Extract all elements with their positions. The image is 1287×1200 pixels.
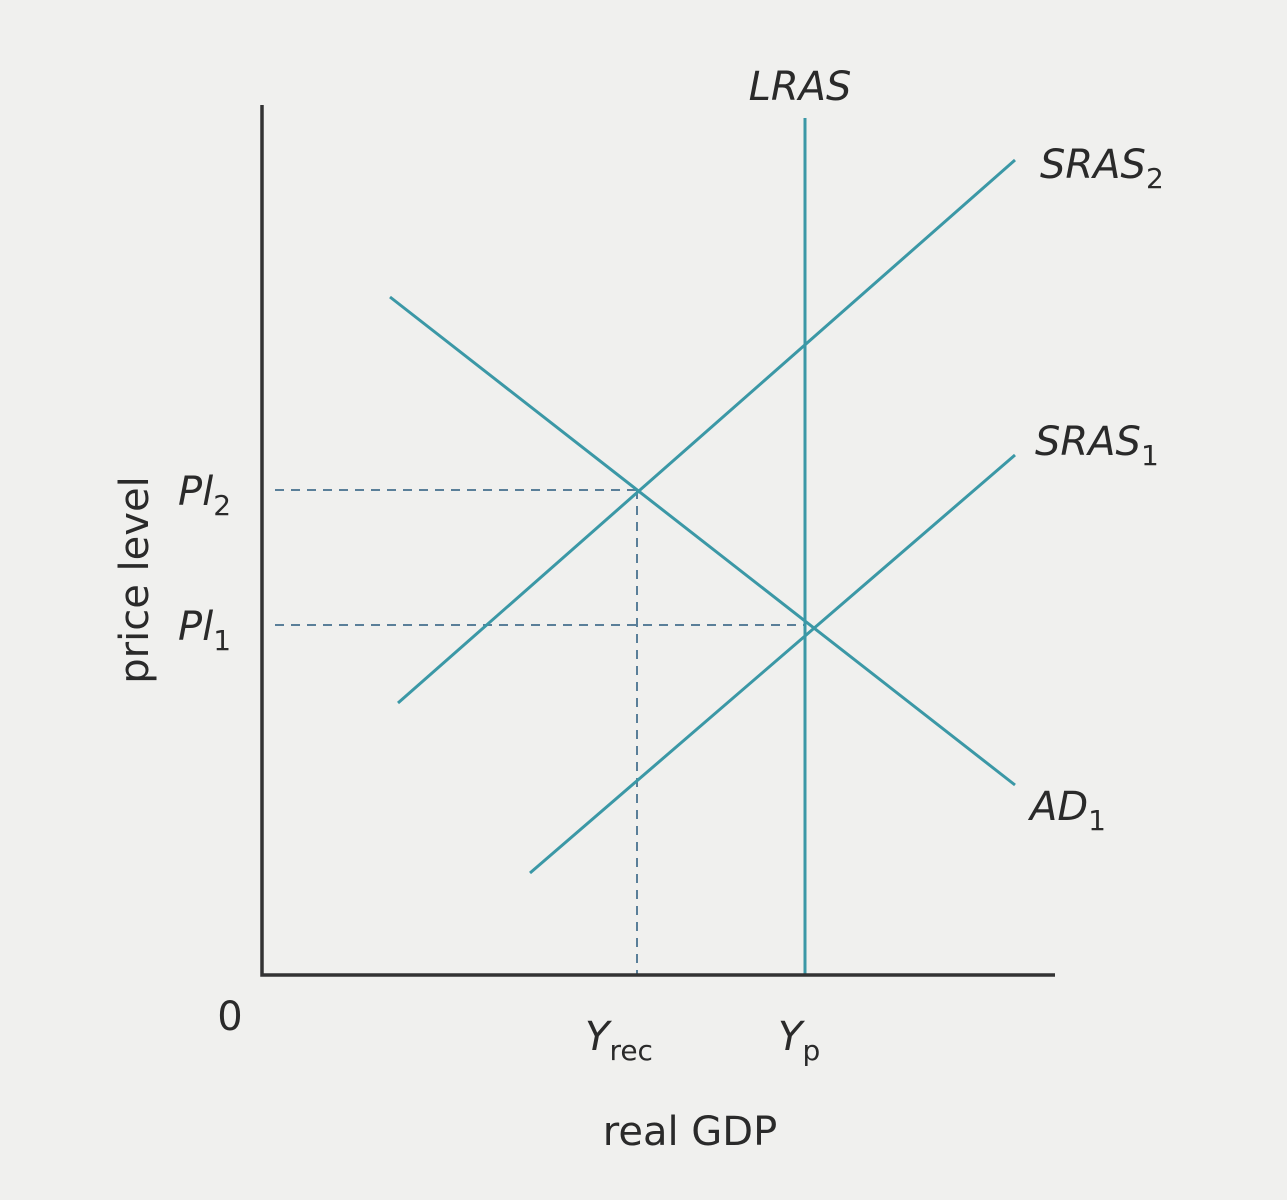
label-part: 1	[1088, 804, 1106, 837]
label-part: SRAS	[1040, 142, 1146, 188]
curve-label: AD1	[1027, 784, 1106, 837]
label-part: SRAS	[1035, 419, 1141, 465]
label-part: Pl	[178, 469, 213, 515]
ad1-line	[389, 295, 1016, 787]
output-label: Yp	[778, 1014, 820, 1067]
label-part: rec	[609, 1034, 653, 1067]
sras2-line	[397, 158, 1016, 705]
label-part: 1	[213, 624, 231, 657]
y-axis-label: price level	[112, 476, 158, 683]
price-level-label: Pl2	[178, 469, 231, 522]
curve-label: SRAS2	[1040, 142, 1164, 195]
label-part: Pl	[178, 604, 213, 650]
label-part: 1	[1141, 439, 1159, 472]
sras1-line	[529, 453, 1016, 875]
label-part: Y	[778, 1014, 806, 1060]
origin-label: 0	[217, 994, 242, 1040]
output-label: Yrec	[585, 1014, 653, 1067]
curve-label: LRAS	[749, 64, 852, 110]
label-part: LRAS	[749, 64, 852, 110]
x-axis-label: real GDP	[603, 1109, 777, 1155]
label-part: AD	[1027, 784, 1088, 830]
label-part: p	[802, 1034, 820, 1067]
label-part: 2	[213, 489, 231, 522]
label-part: Y	[585, 1014, 613, 1060]
curve-label: SRAS1	[1035, 419, 1159, 472]
price-level-label: Pl1	[178, 604, 231, 657]
label-part: 2	[1146, 162, 1164, 195]
axes	[260, 105, 1055, 977]
